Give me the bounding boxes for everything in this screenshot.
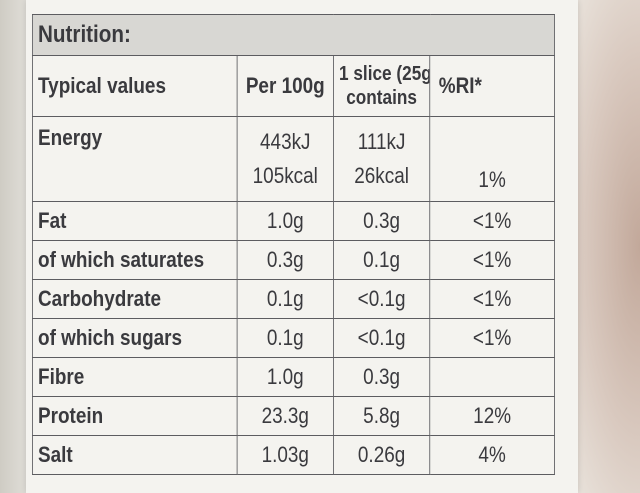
row-per100: 0.3g	[236, 240, 334, 280]
row-ri: 12%	[429, 396, 555, 436]
row-per100: 23.3g	[236, 396, 334, 436]
energy-slice: 111kJ 26kcal	[332, 116, 431, 202]
nutrition-label: Nutrition: Typical values Per 100g 1 sli…	[26, 0, 578, 493]
header-slice-line2: contains	[346, 87, 417, 109]
row-per100: 1.03g	[236, 435, 334, 475]
row-ri: <1%	[429, 279, 555, 319]
table-row: Fibre 1.0g 0.3g	[32, 357, 555, 397]
row-slice: <0.1g	[332, 318, 431, 358]
header-ri: %RI*	[429, 55, 555, 117]
background-right	[568, 0, 640, 493]
table-row: Salt 1.03g 0.26g 4%	[32, 435, 555, 475]
header-per-100g: Per 100g	[236, 55, 334, 117]
background-left	[0, 0, 30, 493]
table-row: Fat 1.0g 0.3g <1%	[32, 201, 555, 241]
header-typical-values: Typical values	[32, 55, 238, 117]
row-name: of which saturates	[32, 240, 238, 280]
table-row: of which saturates 0.3g 0.1g <1%	[32, 240, 555, 280]
row-slice: 0.3g	[332, 357, 431, 397]
energy-per100: 443kJ 105kcal	[236, 116, 334, 202]
row-slice: 0.1g	[332, 240, 431, 280]
row-ri: <1%	[429, 240, 555, 280]
row-name: Fibre	[32, 357, 238, 397]
row-per100: 1.0g	[236, 201, 334, 241]
row-per100: 1.0g	[236, 357, 334, 397]
row-per100: 0.1g	[236, 318, 334, 358]
row-ri: 4%	[429, 435, 555, 475]
energy-per100-kcal: 105kcal	[252, 163, 318, 188]
energy-slice-kcal: 26kcal	[354, 163, 409, 188]
row-slice: 0.26g	[332, 435, 431, 475]
table-row: Protein 23.3g 5.8g 12%	[32, 396, 555, 436]
energy-slice-kj: 111kJ	[357, 129, 406, 154]
nutrition-title: Nutrition:	[31, 14, 555, 56]
row-per100: 0.1g	[236, 279, 334, 319]
header-row: Typical values Per 100g 1 slice (25g) co…	[32, 55, 555, 117]
row-ri: <1%	[429, 318, 555, 358]
header-per-slice: 1 slice (25g) contains	[332, 55, 431, 117]
nutrition-table: Nutrition: Typical values Per 100g 1 sli…	[31, 14, 555, 475]
row-slice: 5.8g	[332, 396, 431, 436]
row-ri: <1%	[429, 201, 555, 241]
row-name: Fat	[32, 201, 238, 241]
row-name: Salt	[32, 435, 238, 475]
row-name: of which sugars	[32, 318, 238, 358]
table-row: of which sugars 0.1g <0.1g <1%	[32, 318, 555, 358]
row-slice: <0.1g	[332, 279, 431, 319]
energy-ri: 1%	[429, 116, 555, 202]
table-row-energy: Energy 443kJ 105kcal 111kJ 26kcal 1%	[32, 116, 555, 202]
header-slice-line1: 1 slice (25g)	[339, 63, 430, 85]
row-name: Energy	[32, 116, 238, 202]
row-name: Protein	[32, 396, 238, 436]
row-name: Carbohydrate	[32, 279, 238, 319]
title-row: Nutrition:	[31, 14, 555, 56]
row-slice: 0.3g	[332, 201, 431, 241]
row-ri	[429, 357, 555, 397]
energy-per100-kj: 443kJ	[260, 129, 311, 154]
table-row: Carbohydrate 0.1g <0.1g <1%	[32, 279, 555, 319]
